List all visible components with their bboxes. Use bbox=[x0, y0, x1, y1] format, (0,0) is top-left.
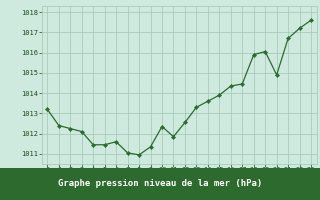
Text: Graphe pression niveau de la mer (hPa): Graphe pression niveau de la mer (hPa) bbox=[58, 180, 262, 188]
